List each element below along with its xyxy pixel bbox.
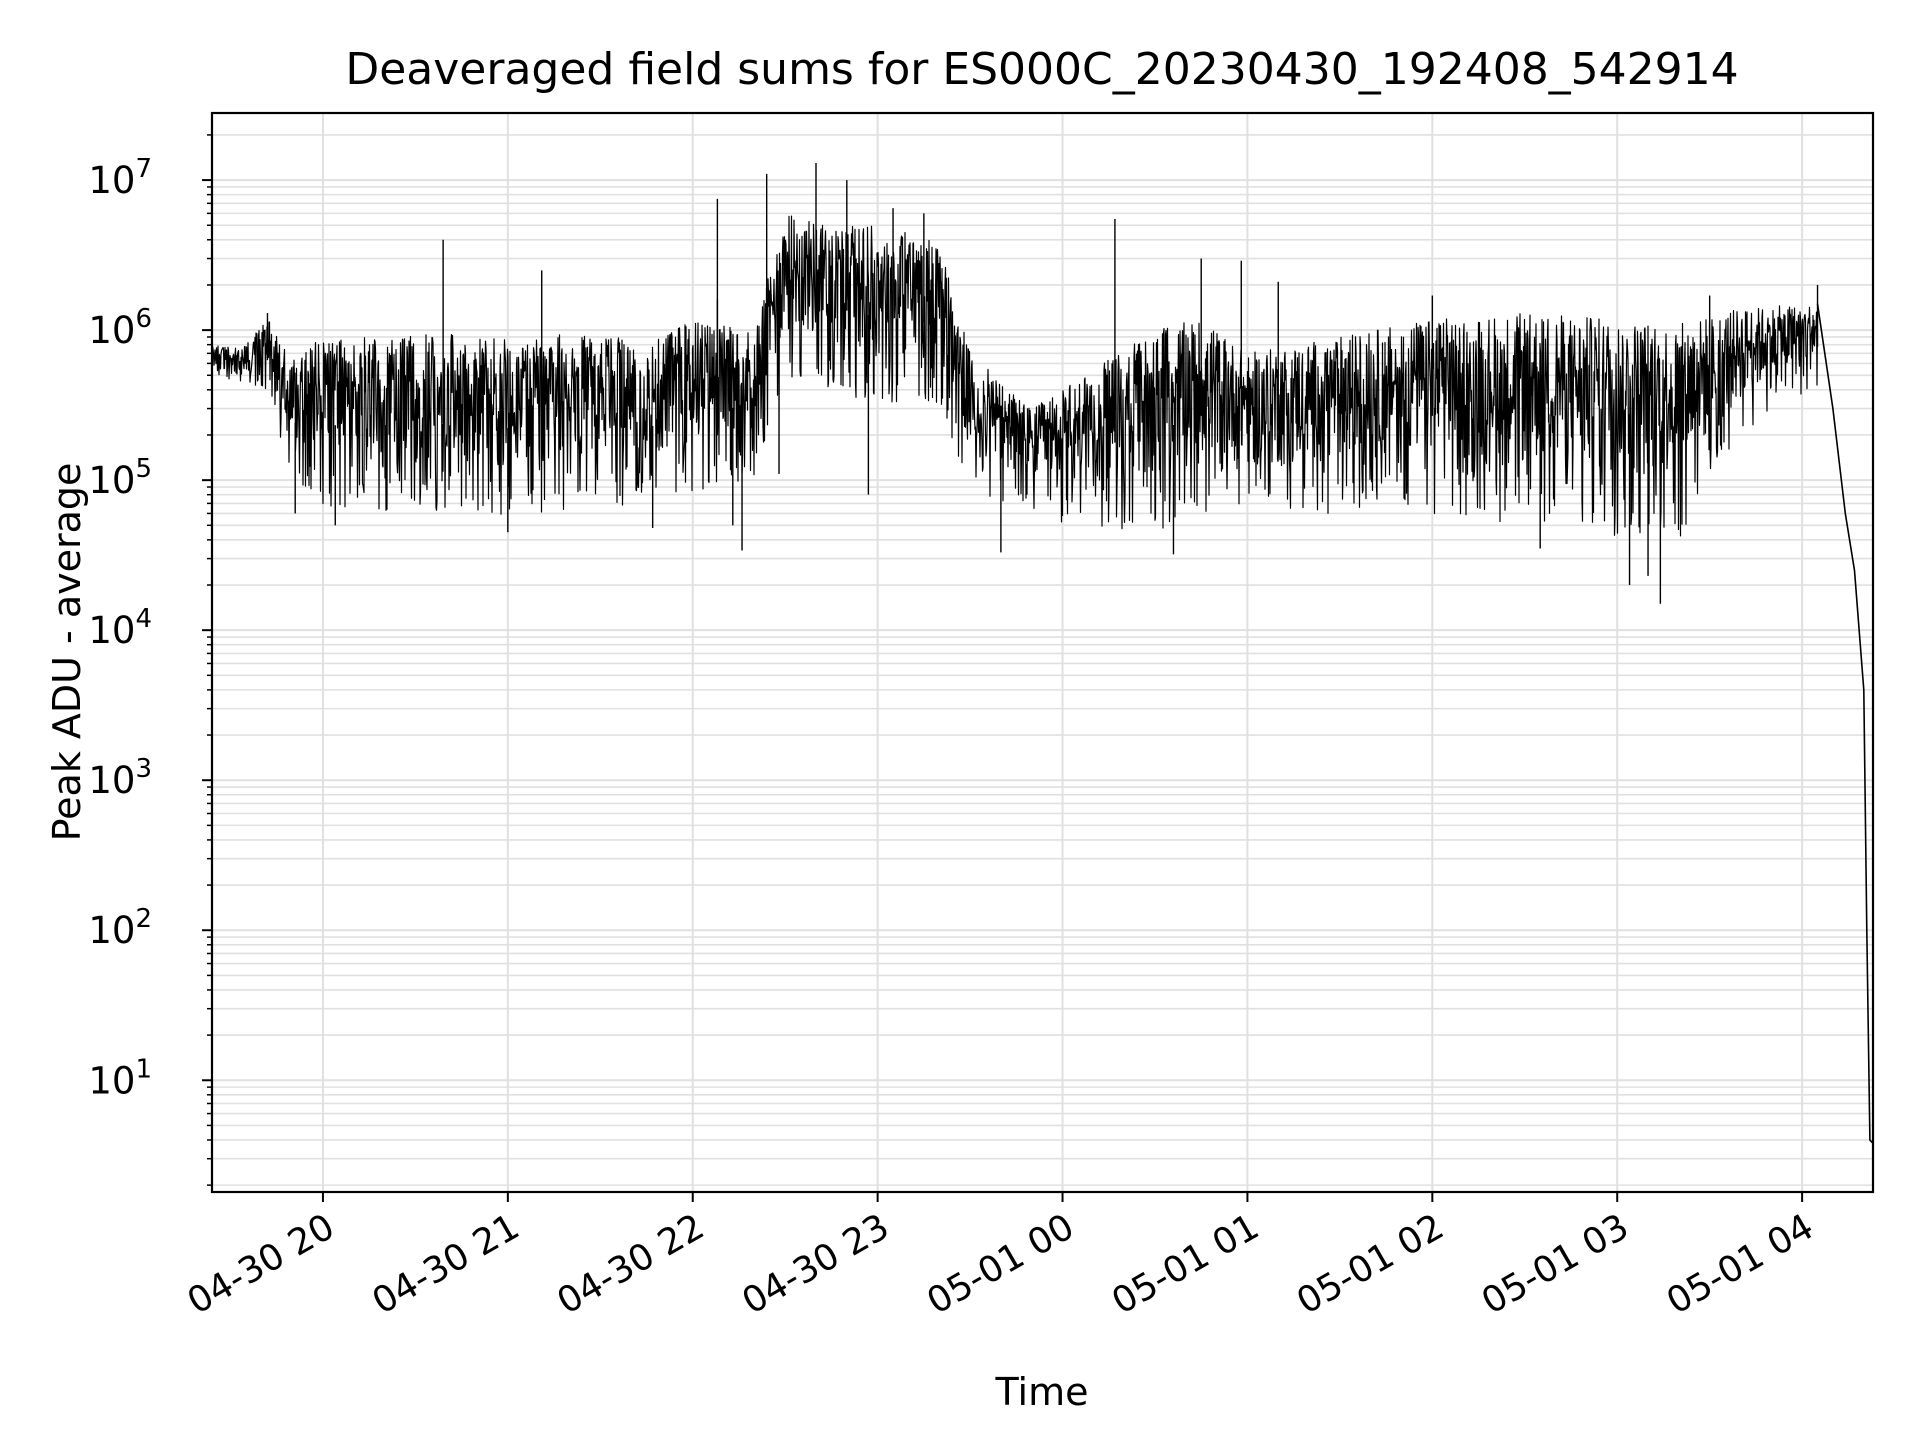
y-axis: 101 102 103 104 105 106 107 — [88, 134, 212, 1186]
series-tail — [1816, 303, 1874, 1144]
plot-frame — [210, 111, 1875, 1194]
grid-lines — [212, 113, 1873, 1192]
y-tick-label: 102 — [88, 904, 152, 952]
y-axis-label: Peak ADU - average — [45, 463, 89, 842]
y-tick-label: 106 — [88, 304, 152, 352]
y-tick-label: 101 — [88, 1054, 152, 1102]
y-tick-label: 105 — [88, 454, 152, 502]
y-tick-label: 103 — [88, 754, 152, 802]
y-tick-label: 104 — [88, 604, 152, 652]
x-axis-label: Time — [995, 1370, 1089, 1414]
chart-title: Deaveraged field sums for ES000C_2023043… — [345, 44, 1738, 95]
y-tick-label: 107 — [88, 154, 152, 202]
series-layer — [211, 162, 1874, 1144]
series-trace — [211, 215, 1819, 537]
